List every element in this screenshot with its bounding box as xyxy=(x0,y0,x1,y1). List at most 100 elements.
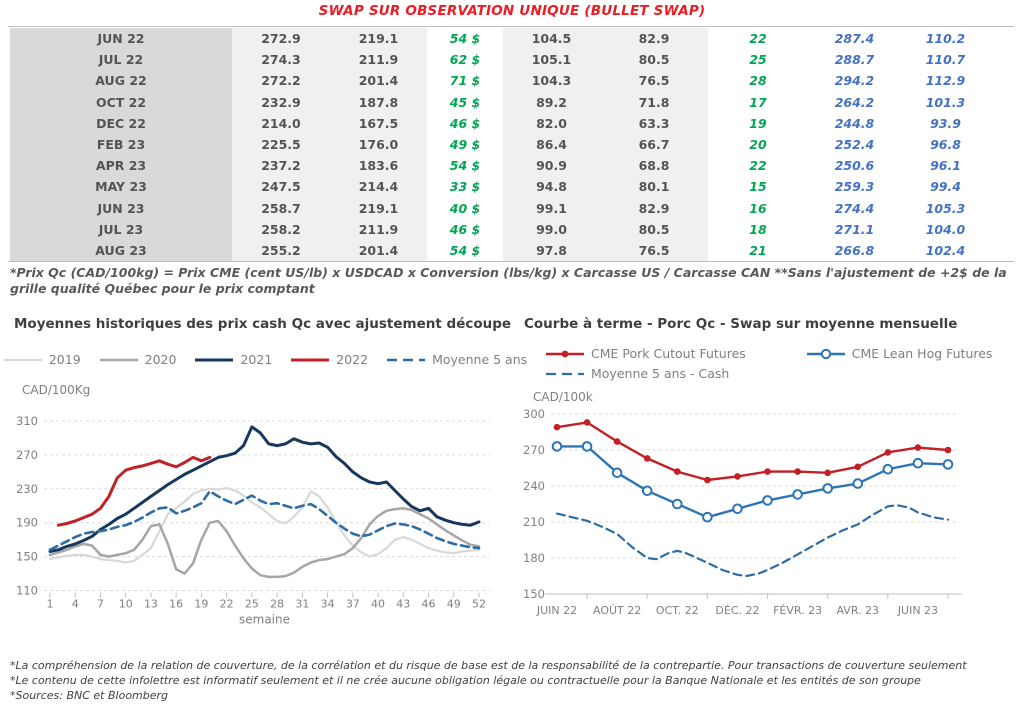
left-chart-title: Moyennes historiques des prix cash Qc av… xyxy=(14,316,512,332)
series-line-moyenne-5-ans-cash xyxy=(555,504,950,578)
x-axis-tick-label: 40 xyxy=(371,598,385,611)
table-cell: 16 xyxy=(749,200,767,216)
right-chart-legend-row1: CME Pork Cutout Futures CME Lean Hog Futu… xyxy=(545,346,992,361)
x-axis-tick-label: 52 xyxy=(472,598,486,611)
series-line-cme-pork-cutout-futures xyxy=(555,421,950,482)
data-point-marker xyxy=(944,446,952,454)
table-cell: 71 $ xyxy=(449,73,481,89)
table-cell: 93.9 xyxy=(930,115,961,131)
swap-table: JUN 22 272.9 219.1 54 $104.5 82.9 22 287.4 110.… xyxy=(10,28,990,262)
data-point-marker xyxy=(583,419,591,426)
table-cell: 255.2 xyxy=(232,239,330,262)
data-point-marker xyxy=(734,473,741,480)
table-cell: 110.2 xyxy=(925,31,966,47)
x-axis-tick-label: JUIN 22 xyxy=(536,604,577,617)
right-chart-title: Courbe à terme - Porc Qc - Swap sur moye… xyxy=(524,316,958,332)
table-cell: 105.3 xyxy=(925,200,966,216)
legend-label: 2020 xyxy=(144,352,177,367)
table-cell: 219.1 xyxy=(330,197,427,219)
table-cell: 80.5 xyxy=(600,218,708,240)
table-cell: 99.1 xyxy=(503,197,600,219)
table-cell: 68.8 xyxy=(600,155,708,177)
y-axis-tick-label: 230 xyxy=(16,482,38,496)
series-line-2020 xyxy=(48,507,481,579)
table-cell: 274.3 xyxy=(232,49,330,71)
table-cell: 28 xyxy=(749,73,767,89)
x-axis-tick-label: OCT. 22 xyxy=(656,604,699,617)
table-cell: 258.7 xyxy=(232,197,330,219)
legend-item: CME Pork Cutout Futures xyxy=(545,346,746,361)
table-cell: 183.6 xyxy=(330,155,427,177)
table-cell-month: OCT 22 xyxy=(10,91,232,113)
divider-table-bottom xyxy=(8,261,1014,262)
page-title: SWAP SUR OBSERVATION UNIQUE (BULLET SWAP… xyxy=(318,3,706,19)
legend-label: Moyenne 5 ans - Cash xyxy=(591,366,730,381)
right-chart-legend-row2: Moyenne 5 ans - Cash xyxy=(545,366,729,381)
table-cell: 272.9 xyxy=(232,28,330,50)
y-axis-tick-label: 240 xyxy=(523,479,545,493)
table-cell: 101.3 xyxy=(925,94,966,110)
table-cell: 89.2 xyxy=(503,91,600,113)
table-footnote: *Prix Qc (CAD/100kg) = Prix CME (cent US… xyxy=(10,265,1007,296)
x-axis-tick-label: 16 xyxy=(169,598,183,611)
x-axis-tick-label: 37 xyxy=(346,598,360,611)
table-cell: 287.4 xyxy=(834,31,875,47)
table-cell: 90.9 xyxy=(503,155,600,177)
table-cell: 237.2 xyxy=(232,155,330,177)
x-axis-tick-label: JUIN 23 xyxy=(897,604,938,617)
table-cell: 252.4 xyxy=(834,137,875,153)
legend-line-icon xyxy=(291,358,330,361)
data-point-marker xyxy=(912,457,924,469)
disclaimer-footer: *La compréhension de la relation de couv… xyxy=(10,658,1014,703)
table-cell: 22 xyxy=(749,158,767,174)
table-cell: 266.8 xyxy=(834,242,875,258)
table-cell: 232.9 xyxy=(232,91,330,113)
table-cell: 272.2 xyxy=(232,70,330,92)
legend-line-icon xyxy=(546,350,584,357)
legend-label: Moyenne 5 ans xyxy=(432,352,528,367)
table-cell: 76.5 xyxy=(600,239,708,262)
table-cell: 40 $ xyxy=(449,200,481,216)
x-axis-tick-label: FÉVR. 23 xyxy=(773,604,822,617)
series-line-cme-lean-hog-futures xyxy=(555,445,950,519)
divider-top xyxy=(8,26,1014,27)
table-cell: 167.5 xyxy=(330,112,427,134)
legend-line-icon xyxy=(195,358,234,361)
table-cell: 80.5 xyxy=(600,49,708,71)
legend-item: 2020 xyxy=(99,352,177,367)
table-cell: 76.5 xyxy=(600,70,708,92)
sources-line: *Sources: BNC et Bloomberg xyxy=(10,689,169,702)
data-point-marker xyxy=(854,463,862,471)
table-cell: 82.0 xyxy=(503,112,600,134)
data-point-marker xyxy=(882,463,894,475)
legend-label: 2022 xyxy=(336,352,369,367)
table-cell: 274.4 xyxy=(834,200,875,216)
x-axis-tick-label: 10 xyxy=(119,598,133,611)
disclaimer-line: *La compréhension de la relation de couv… xyxy=(10,659,967,672)
y-axis-tick-label: 210 xyxy=(523,515,545,529)
table-cell: 15 xyxy=(749,179,767,195)
table-cell: 54 $ xyxy=(449,31,481,47)
table-cell: 247.5 xyxy=(232,176,330,198)
x-axis-tick-label: 43 xyxy=(396,598,410,611)
legend-item: CME Lean Hog Futures xyxy=(806,346,992,361)
x-axis-tick-label: 7 xyxy=(97,598,104,611)
data-point-marker xyxy=(822,483,833,494)
table-cell-month: JUN 23 xyxy=(10,197,232,219)
data-point-marker xyxy=(914,444,922,451)
data-point-marker xyxy=(581,441,593,452)
table-cell: 66.7 xyxy=(600,133,708,156)
table-cell: 288.7 xyxy=(834,52,875,68)
legend-item: 2021 xyxy=(194,352,272,367)
table-cell: 45 $ xyxy=(449,94,481,110)
x-axis-tick-label: 28 xyxy=(270,598,284,611)
table-cell: 96.1 xyxy=(930,158,961,174)
y-axis-tick-label: 310 xyxy=(16,414,38,428)
table-cell-month: APR 23 xyxy=(10,155,232,177)
data-point-marker xyxy=(674,468,681,475)
x-axis-tick-label: 31 xyxy=(295,598,309,611)
x-axis-tick-label: 13 xyxy=(144,598,158,611)
table-cell: 104.5 xyxy=(503,28,600,50)
table-cell: 271.1 xyxy=(834,221,875,237)
